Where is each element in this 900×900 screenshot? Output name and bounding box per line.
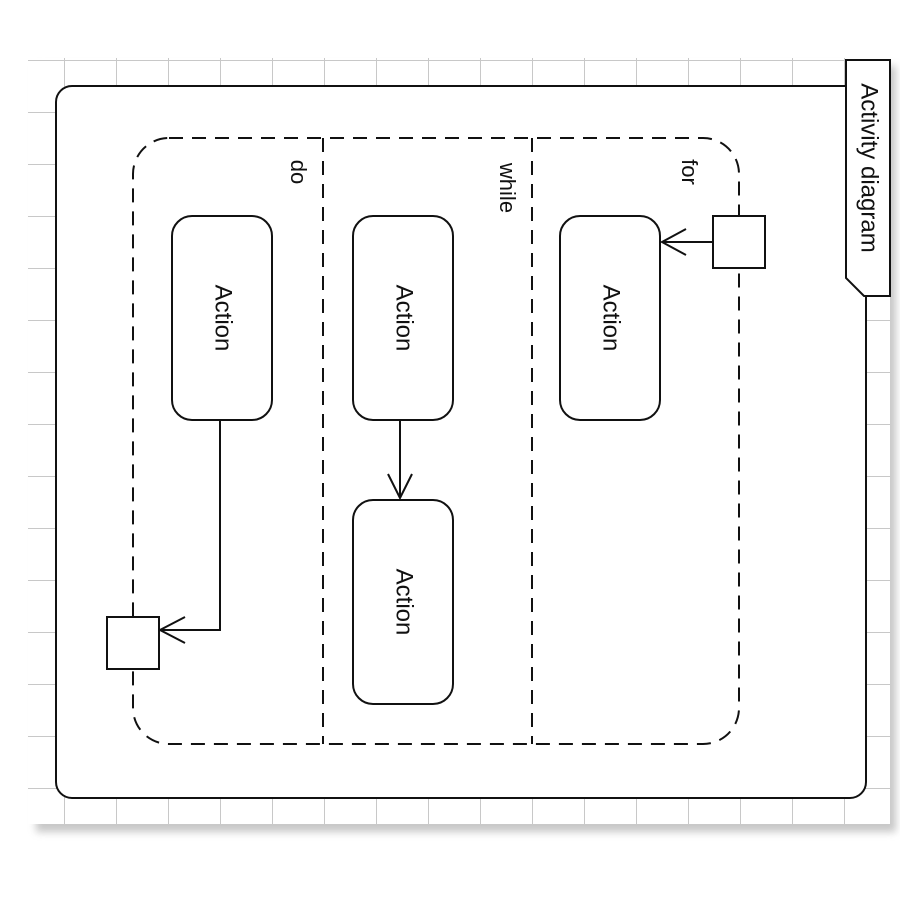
action-label-while-top: Action [391,285,418,352]
action-label-while-bottom: Action [391,569,418,636]
frame-title-tab[interactable] [845,59,891,297]
region-label-do: do [286,160,311,184]
flow-edge-pin-to-for[interactable] [659,228,713,256]
input-pin[interactable] [712,215,766,269]
frame-title: Activity diagram [856,83,883,252]
action-node-do[interactable] [171,215,273,421]
action-label-do: Action [210,285,237,352]
loop-region[interactable] [132,137,740,745]
region-label-for: for [677,159,702,185]
action-node-while-bottom[interactable] [352,499,454,705]
activity-frame[interactable] [55,85,867,799]
action-node-while-top[interactable] [352,215,454,421]
action-label-for: Action [598,285,625,352]
action-node-for[interactable] [559,215,661,421]
output-pin[interactable] [106,616,160,670]
flow-edge-do-to-pin[interactable] [157,420,221,644]
region-label-while: while [495,162,520,213]
flow-edge-while-top-to-bottom[interactable] [387,420,413,501]
